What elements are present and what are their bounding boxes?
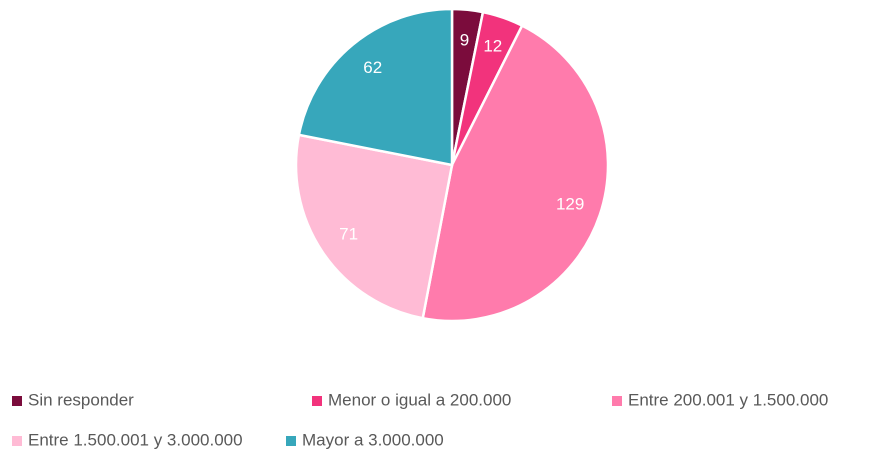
- legend-swatch: [312, 396, 322, 406]
- legend-label: Mayor a 3.000.000: [302, 430, 444, 449]
- pie-slice: [297, 7, 454, 167]
- legend-swatch: [612, 396, 622, 406]
- legend-swatch: [12, 436, 22, 446]
- data-label: 9: [460, 30, 469, 49]
- data-label: 62: [363, 58, 382, 77]
- pie-slice: [294, 133, 454, 320]
- legend-swatch: [12, 396, 22, 406]
- legend-label: Entre 200.001 y 1.500.000: [628, 390, 828, 409]
- legend-label: Sin responder: [28, 390, 134, 409]
- data-label: 71: [339, 224, 358, 243]
- data-label: 12: [483, 37, 502, 56]
- data-label: 129: [556, 195, 584, 214]
- legend-label: Entre 1.500.001 y 3.000.000: [28, 430, 243, 449]
- pie-slice: [421, 23, 610, 323]
- legend-swatch: [286, 436, 296, 446]
- legend-label: Menor o igual a 200.000: [328, 390, 511, 409]
